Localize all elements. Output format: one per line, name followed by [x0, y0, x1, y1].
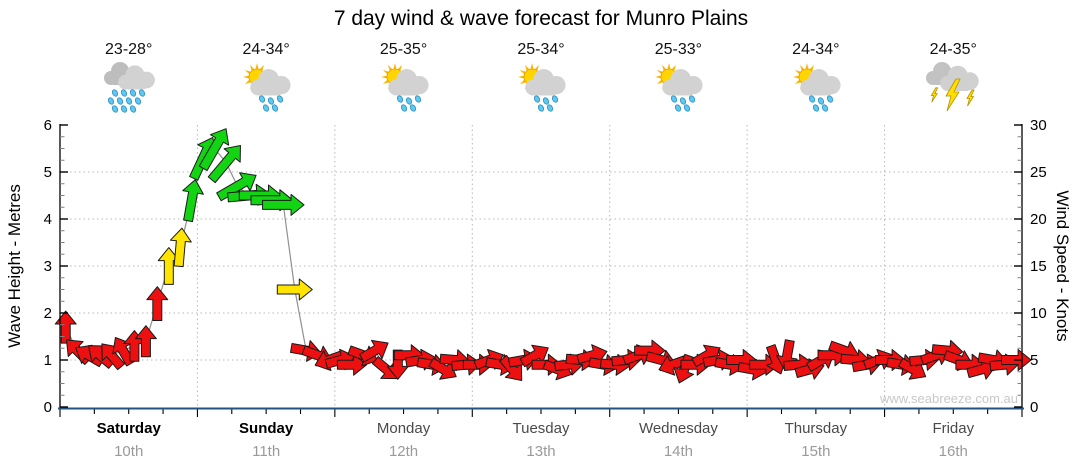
day-date: 13th — [526, 443, 556, 460]
weather-icon-cell — [921, 62, 985, 114]
left-tick-label: 3 — [44, 258, 52, 275]
day-date: 11th — [252, 443, 281, 460]
day-name: Thursday — [784, 420, 848, 437]
weather-icon-cell — [646, 62, 710, 114]
day-name: Sunday — [239, 420, 294, 437]
weather-icon-storm — [926, 62, 979, 112]
day-date: 14th — [663, 443, 694, 460]
temperature-label: 24-35° — [929, 41, 977, 58]
left-tick-label: 5 — [44, 164, 52, 181]
day-date: 16th — [938, 443, 968, 460]
left-tick-label: 4 — [44, 211, 52, 228]
weather-icon-sun-showers — [792, 63, 841, 112]
day-date: 10th — [114, 443, 144, 460]
wind-arrow — [359, 339, 389, 363]
weather-icon-sun-showers — [655, 63, 703, 112]
temperature-label: 25-34° — [517, 41, 565, 58]
day-date: 15th — [801, 443, 831, 460]
right-tick-label: 10 — [1030, 305, 1047, 322]
weather-icon-cell — [97, 62, 161, 114]
weather-icon-cell — [784, 62, 848, 114]
right-tick-label: 30 — [1030, 117, 1047, 134]
watermark: www.seabreeze.com.au — [879, 391, 1018, 406]
weather-icon-cell — [372, 62, 436, 114]
wind-arrow — [134, 325, 157, 358]
right-tick-label: 0 — [1030, 399, 1038, 416]
right-tick-label: 15 — [1030, 258, 1047, 275]
wind-arrow — [207, 144, 241, 184]
wind-speed-line — [65, 147, 1017, 371]
weather-icon-sun-showers — [243, 63, 291, 112]
temperature-label: 23-28° — [105, 41, 153, 58]
day-name: Tuesday — [512, 420, 570, 437]
right-tick-label: 5 — [1030, 352, 1038, 369]
page-title: 7 day wind & wave forecast for Munro Pla… — [333, 7, 749, 30]
wind-arrow — [216, 172, 257, 202]
wind-arrow — [262, 193, 305, 216]
day-name: Wednesday — [638, 420, 718, 437]
temperature-label: 24-34° — [242, 41, 290, 58]
wind-arrow — [169, 227, 192, 268]
tick-labels: 0 1 2 3 4 5 6 0 5 10 15 20 25 30 — [44, 117, 1047, 416]
day-date: 12th — [388, 443, 419, 460]
weather-icon-rain — [103, 62, 155, 113]
right-tick-label: 25 — [1030, 164, 1047, 181]
wind-arrow — [54, 310, 77, 344]
temperature-label: 24-34° — [792, 41, 840, 58]
weather-icon-sun-showers — [518, 63, 566, 112]
wind-arrow — [276, 278, 313, 301]
weather-icon-sun-showers — [380, 63, 429, 112]
wind-arrow — [198, 128, 230, 172]
left-tick-label: 0 — [44, 399, 52, 416]
day-name: Saturday — [96, 420, 161, 437]
day-name: Friday — [932, 420, 975, 437]
wind-arrow — [182, 179, 204, 223]
weather-icon-cell — [234, 62, 298, 114]
day-name: Monday — [376, 420, 431, 437]
weather-icon-cell — [509, 62, 573, 114]
wind-arrows — [54, 128, 1032, 384]
wind-arrow — [146, 286, 169, 322]
temperature-label: 25-35° — [379, 41, 428, 58]
right-tick-label: 20 — [1030, 211, 1047, 228]
left-tick-label: 6 — [44, 117, 52, 134]
axes — [58, 124, 1024, 417]
left-tick-label: 1 — [44, 352, 52, 369]
left-tick-label: 2 — [44, 305, 52, 322]
temperature-label: 25-33° — [654, 41, 703, 58]
